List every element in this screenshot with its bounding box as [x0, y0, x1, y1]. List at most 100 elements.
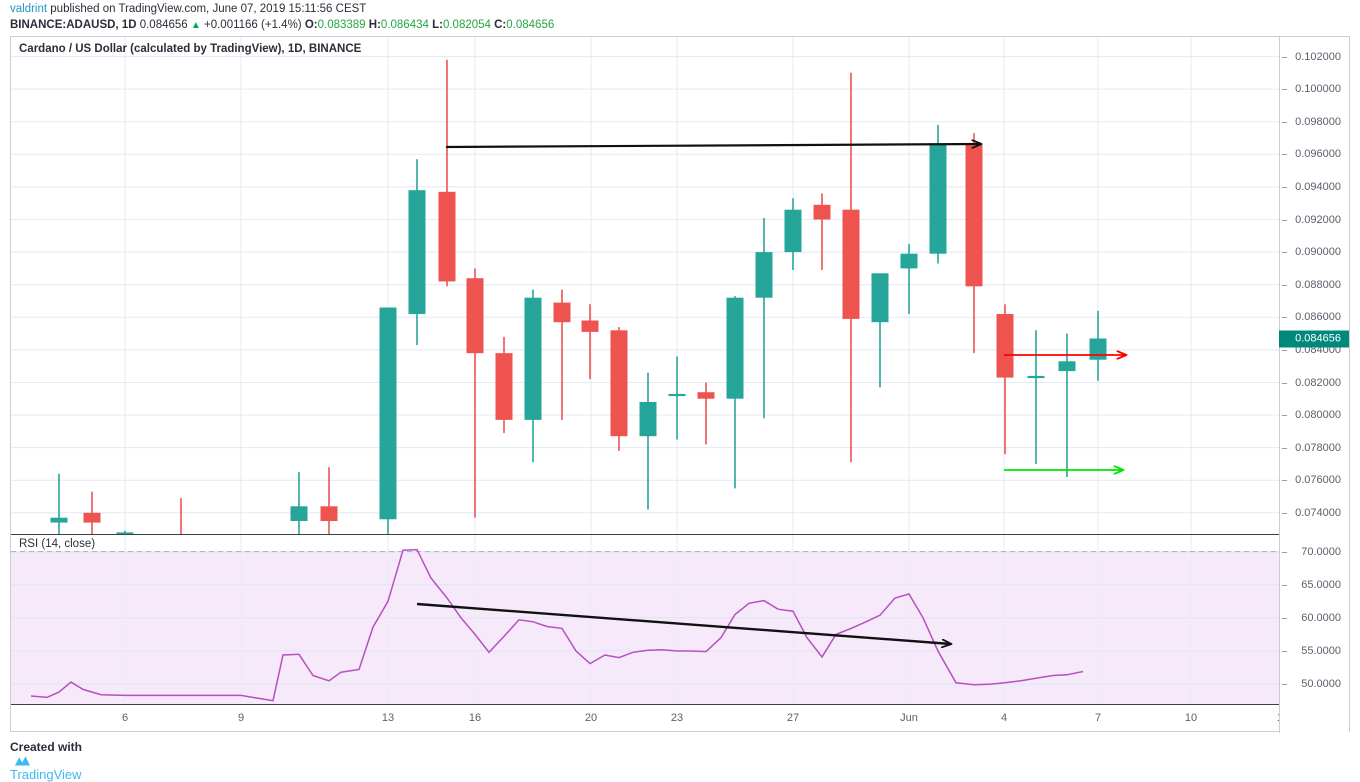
- price-axis-tick: [1282, 56, 1287, 58]
- candlestick: [553, 289, 571, 420]
- price-axis[interactable]: 0.102000 0.100000 0.098000 0.096000 0.094000…: [1279, 37, 1349, 733]
- time-axis-label: Jun: [900, 712, 918, 724]
- time-axis-label: 13: [381, 712, 395, 724]
- price-axis-label: 0.102000: [1295, 50, 1341, 63]
- price-axis-label: 0.098000: [1295, 115, 1341, 128]
- price-axis-label: 0.100000: [1295, 83, 1341, 96]
- time-axis-label: 7: [1094, 712, 1102, 724]
- candlestick: [697, 382, 715, 445]
- price-axis-tick: [1282, 415, 1287, 416]
- candlestick: [83, 491, 101, 534]
- open-value: 0.083389: [317, 19, 366, 31]
- price-axis-label: 0.094000: [1295, 180, 1341, 193]
- candlestick: [524, 289, 542, 463]
- price-axis-label: 0.096000: [1295, 148, 1341, 161]
- price-axis-tick: [1282, 284, 1287, 286]
- price-axis-label: 0.090000: [1295, 246, 1341, 259]
- rsi-axis-tick: [1282, 651, 1287, 652]
- candlestick: [813, 193, 831, 270]
- time-axis-label: 23: [670, 712, 684, 724]
- price-axis-tick: [1282, 186, 1287, 188]
- high-key: H:: [368, 19, 381, 31]
- symbol-label[interactable]: BINANCE:ADAUSD, 1D: [10, 19, 137, 31]
- author-name[interactable]: valdrint: [10, 3, 48, 15]
- publication-line: valdrint published on TradingView.com, J…: [10, 3, 366, 15]
- time-axis-label: 6: [121, 712, 129, 724]
- up-triangle-icon: ▲: [190, 20, 201, 31]
- candlestick: [726, 296, 744, 489]
- change-percent: (+1.4%): [261, 19, 302, 31]
- time-axis-label: 16: [468, 712, 482, 724]
- last-price-badge[interactable]: 0.084656: [1279, 330, 1349, 348]
- candlestick: [50, 473, 68, 534]
- price-pane[interactable]: [11, 37, 1280, 534]
- rsi-axis-tick: [1282, 551, 1287, 553]
- price-axis-label: 0.080000: [1295, 409, 1341, 421]
- rsi-axis-label: 65.0000: [1301, 578, 1341, 591]
- low-key: L:: [432, 19, 443, 31]
- price-axis-tick: [1282, 317, 1287, 319]
- candlestick: [965, 133, 983, 354]
- high-value: 0.086434: [380, 19, 429, 31]
- price-axis-label: 0.086000: [1295, 311, 1341, 324]
- tradingview-logo-icon: [15, 756, 30, 766]
- candlestick: [1089, 310, 1107, 381]
- candlestick: [842, 72, 860, 463]
- created-with-label: Created with: [10, 740, 83, 754]
- time-axis-label: 20: [584, 712, 598, 724]
- candlestick: [379, 307, 397, 534]
- tradingview-brand[interactable]: TradingView: [10, 767, 82, 782]
- time-axis[interactable]: 691316202327Jun471013: [11, 704, 1289, 731]
- open-key: O:: [304, 19, 318, 31]
- candlestick: [929, 125, 947, 264]
- rsi-axis-label: 50.0000: [1301, 678, 1341, 691]
- candlestick: [438, 59, 456, 287]
- price-axis-tick: [1282, 512, 1287, 514]
- candlestick: [871, 273, 889, 388]
- price-axis-tick: [1282, 382, 1287, 384]
- rsi-band: [11, 551, 1280, 704]
- candlestick: [290, 472, 308, 534]
- price-axis-label: 0.082000: [1295, 376, 1341, 389]
- candlestick: [996, 304, 1014, 455]
- time-axis-label: 27: [786, 712, 800, 724]
- rsi-axis-tick: [1282, 617, 1287, 619]
- close-value: 0.084656: [506, 19, 555, 31]
- candlestick: [466, 268, 484, 518]
- candlestick: [116, 530, 134, 534]
- price-axis-label: 0.088000: [1295, 278, 1341, 291]
- price-axis-tick: [1282, 447, 1287, 449]
- candlestick: [320, 467, 338, 534]
- price-axis-label: 0.078000: [1295, 441, 1341, 454]
- candlestick: [1027, 330, 1045, 464]
- chart-frame: Cardano / US Dollar (calculated by Tradi…: [10, 36, 1350, 733]
- price-axis-tick: [1282, 349, 1287, 351]
- bearish-divergence-arrow: [445, 144, 981, 147]
- candlestick: [581, 304, 599, 380]
- candlestick: [1058, 333, 1076, 477]
- price-axis-label: 0.076000: [1295, 474, 1341, 487]
- candlestick: [180, 498, 182, 534]
- time-axis-label: 10: [1184, 712, 1198, 724]
- price-axis-tick: [1282, 121, 1287, 123]
- price-axis-label: 0.092000: [1295, 213, 1341, 226]
- time-axis-label: 4: [1000, 712, 1008, 724]
- rsi-divergence-arrow: [416, 602, 951, 644]
- price-axis-tick: [1282, 219, 1287, 221]
- rsi-axis-label: 60.0000: [1301, 611, 1341, 624]
- rsi-line: [30, 548, 1084, 702]
- rsi-pane[interactable]: RSI (14, close): [11, 535, 1280, 704]
- pane-separator[interactable]: [11, 534, 1280, 535]
- price-axis-tick: [1282, 480, 1287, 482]
- chart-header: valdrint published on TradingView.com, J…: [0, 0, 1360, 36]
- candlestick: [784, 198, 802, 270]
- candlestick: [755, 217, 773, 419]
- time-axis-label: 9: [237, 712, 245, 724]
- candlestick: [900, 243, 918, 314]
- price-axis-label: 0.074000: [1295, 506, 1341, 519]
- close-key: C:: [494, 19, 507, 31]
- publication-text: published on TradingView.com, June 07, 2…: [47, 3, 367, 15]
- candlestick: [668, 356, 686, 440]
- price-axis-tick: [1282, 89, 1287, 91]
- price-pane-canvas: [11, 37, 1280, 534]
